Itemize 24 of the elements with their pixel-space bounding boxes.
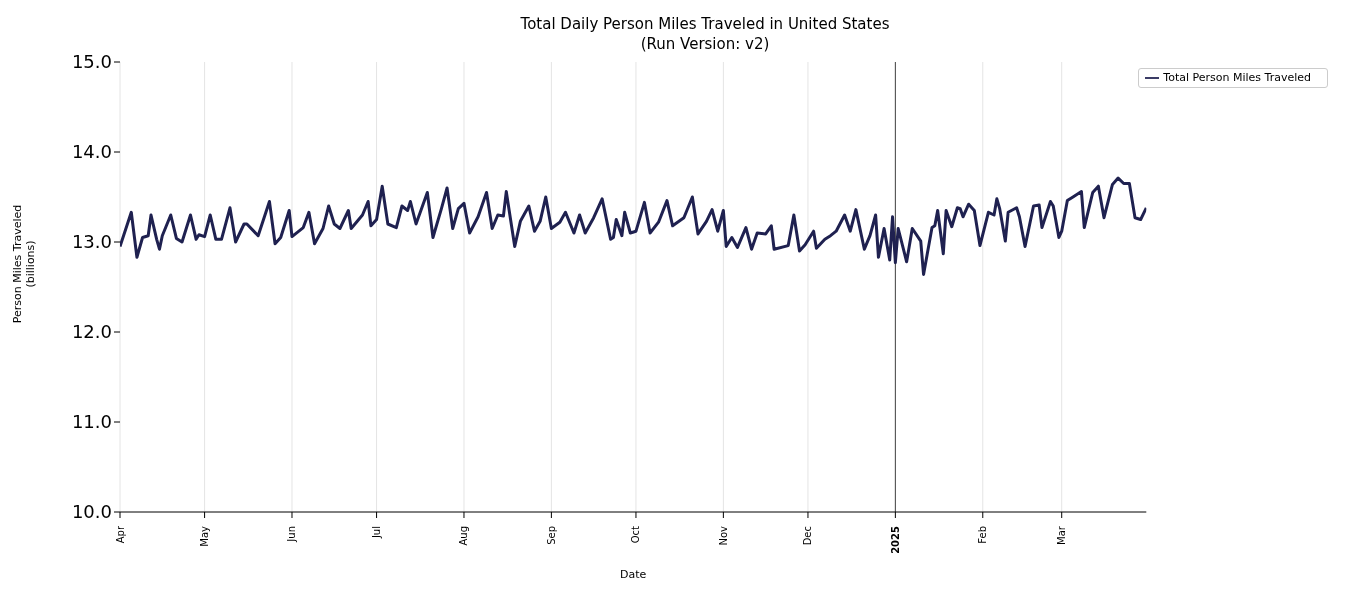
y-tick-label: 15.0 — [71, 51, 112, 73]
x-tick-label: Mar — [1056, 525, 1068, 545]
x-tick-label: Dec — [802, 526, 814, 546]
y-tick-label: 14.0 — [71, 141, 112, 163]
y-tick-label: 13.0 — [71, 231, 112, 253]
x-axis-title: Date — [620, 568, 647, 581]
chart-subtitle: (Run Version: v2) — [640, 35, 770, 53]
chart-title: Total Daily Person Miles Traveled in United States — [520, 15, 890, 33]
x-tick-label: 2025 — [889, 525, 901, 554]
x-tick-label: May — [199, 525, 211, 547]
x-tick-label: Jul — [371, 526, 383, 540]
legend-label: Total Person Miles Traveled — [1163, 71, 1311, 84]
y-tick-label: 10.0 — [71, 501, 112, 523]
x-tick-label: Aug — [458, 526, 470, 546]
line-series — [120, 176, 1147, 276]
x-tick-label: Apr — [114, 525, 126, 544]
y-axis-title: Person Miles Traveled (billions) — [11, 204, 38, 324]
x-tick-label: Oct — [630, 525, 642, 544]
x-tick-label: Feb — [977, 526, 989, 544]
x-tick-label: Sep — [545, 526, 557, 545]
y-tick-label: 12.0 — [71, 321, 112, 343]
x-tick-label: Nov — [717, 525, 729, 546]
x-tick-label: Jun — [286, 526, 298, 543]
y-tick-label: 11.0 — [71, 411, 112, 433]
